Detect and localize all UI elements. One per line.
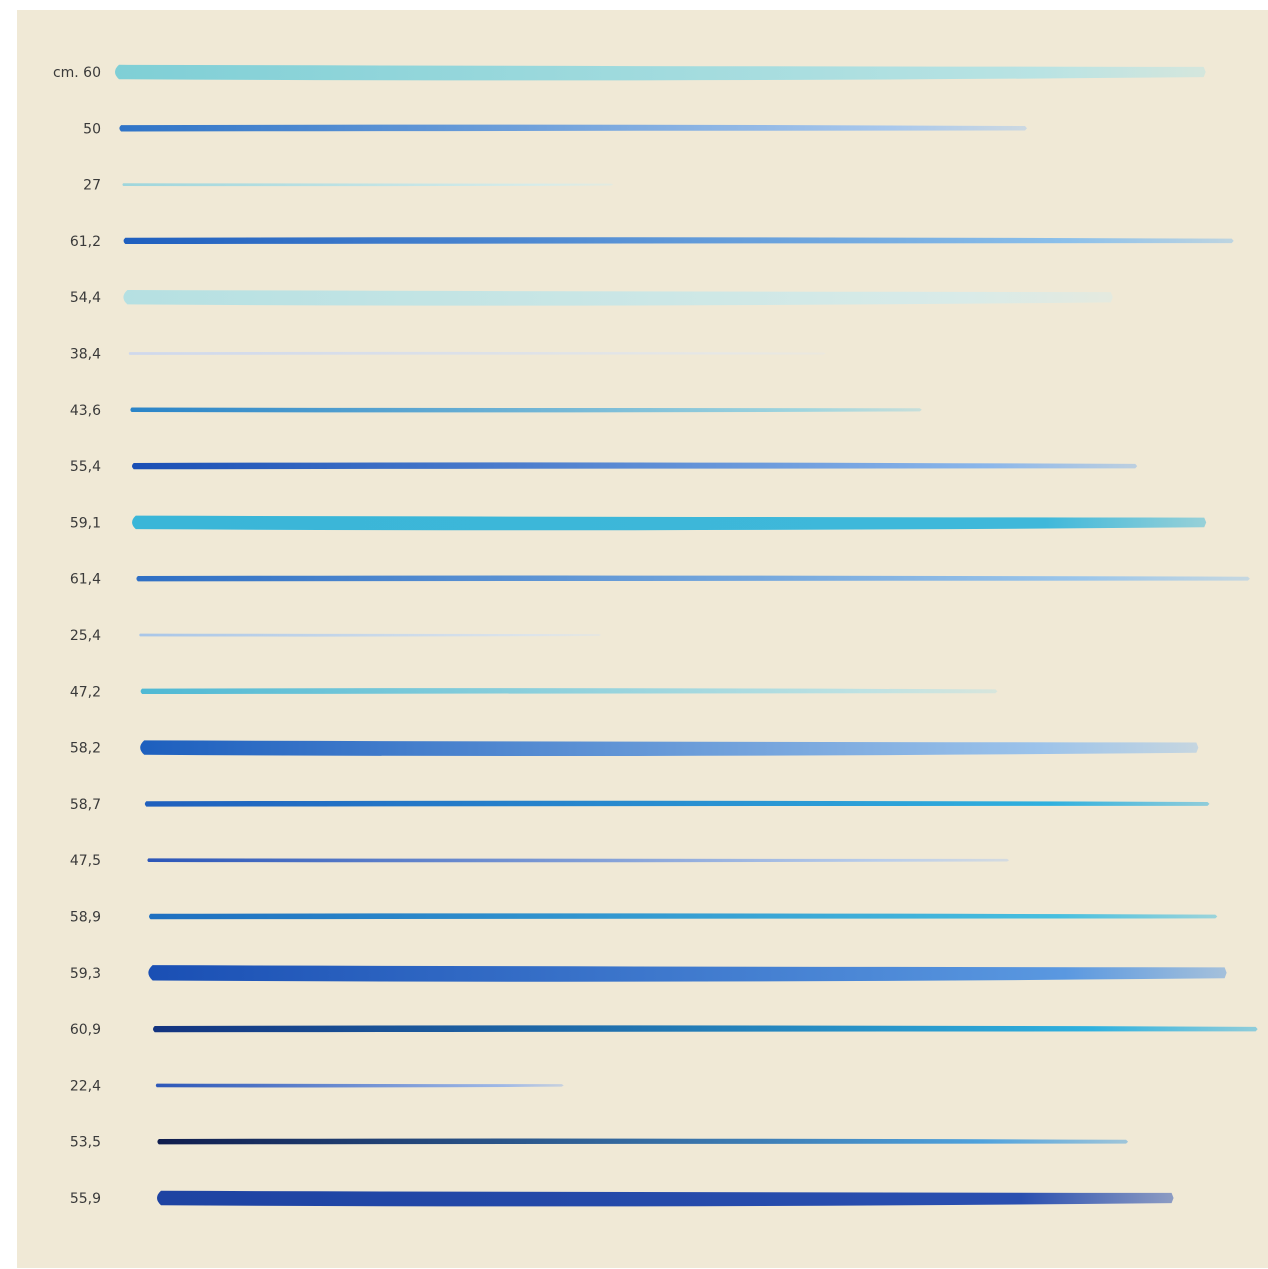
brushstroke-4 (123, 237, 1234, 245)
stroke-length-label-14: 58,7 (70, 797, 101, 813)
stroke-length-label-3: 27 (83, 178, 101, 194)
stroke-length-label-12: 47,2 (70, 684, 101, 700)
brushstroke-9 (132, 515, 1207, 531)
brushstroke-5 (123, 290, 1113, 306)
brushstroke-8 (131, 462, 1138, 470)
stroke-length-label-15: 47,5 (70, 853, 101, 869)
stroke-length-label-20: 53,5 (70, 1135, 101, 1151)
brushstroke-2 (119, 124, 1028, 132)
stroke-length-label-13: 58,2 (70, 741, 101, 757)
brushstroke-chart: cm. 60 50 27 61,2 54,4 38,4 43,6 55,4 59,1 61,4 25… (53, 64, 1258, 1207)
brushstroke-16 (149, 913, 1218, 920)
stroke-length-label-17: 59,3 (70, 966, 101, 982)
stroke-length-label-8: 55,4 (70, 459, 101, 475)
brushstroke-6 (128, 351, 826, 355)
brushstroke-21 (157, 1190, 1174, 1207)
brushstroke-10 (136, 575, 1250, 582)
paper-sheet: cm. 60 50 27 61,2 54,4 38,4 43,6 55,4 59,1 61,4 25… (17, 10, 1268, 1268)
brushstroke-15 (147, 858, 1010, 863)
stroke-length-label-2: 50 (83, 121, 101, 137)
stroke-length-label-1: cm. 60 (53, 65, 101, 81)
stroke-length-label-21: 55,9 (70, 1191, 101, 1207)
stroke-length-label-9: 59,1 (70, 515, 101, 531)
stroke-length-label-6: 38,4 (70, 347, 101, 363)
brushstroke-1 (115, 64, 1206, 81)
brushstroke-18 (152, 1025, 1258, 1033)
stroke-length-label-7: 43,6 (70, 403, 101, 419)
brushstroke-19 (155, 1083, 564, 1088)
stroke-length-label-5: 54,4 (70, 290, 101, 306)
stroke-length-label-16: 58,9 (70, 910, 101, 926)
stroke-length-label-10: 61,4 (70, 572, 101, 588)
brushstroke-11 (139, 633, 602, 637)
stroke-length-label-18: 60,9 (70, 1022, 101, 1038)
brushstroke-20 (157, 1138, 1129, 1145)
brushstroke-14 (144, 800, 1210, 807)
stroke-length-label-4: 61,2 (70, 234, 101, 250)
brushstroke-12 (140, 688, 998, 694)
stroke-length-label-11: 25,4 (70, 628, 101, 644)
brushstroke-13 (140, 740, 1199, 757)
brushstroke-17 (148, 965, 1227, 982)
stroke-length-label-19: 22,4 (70, 1078, 101, 1094)
brushstroke-3 (122, 183, 614, 187)
brushstroke-7 (130, 407, 922, 413)
